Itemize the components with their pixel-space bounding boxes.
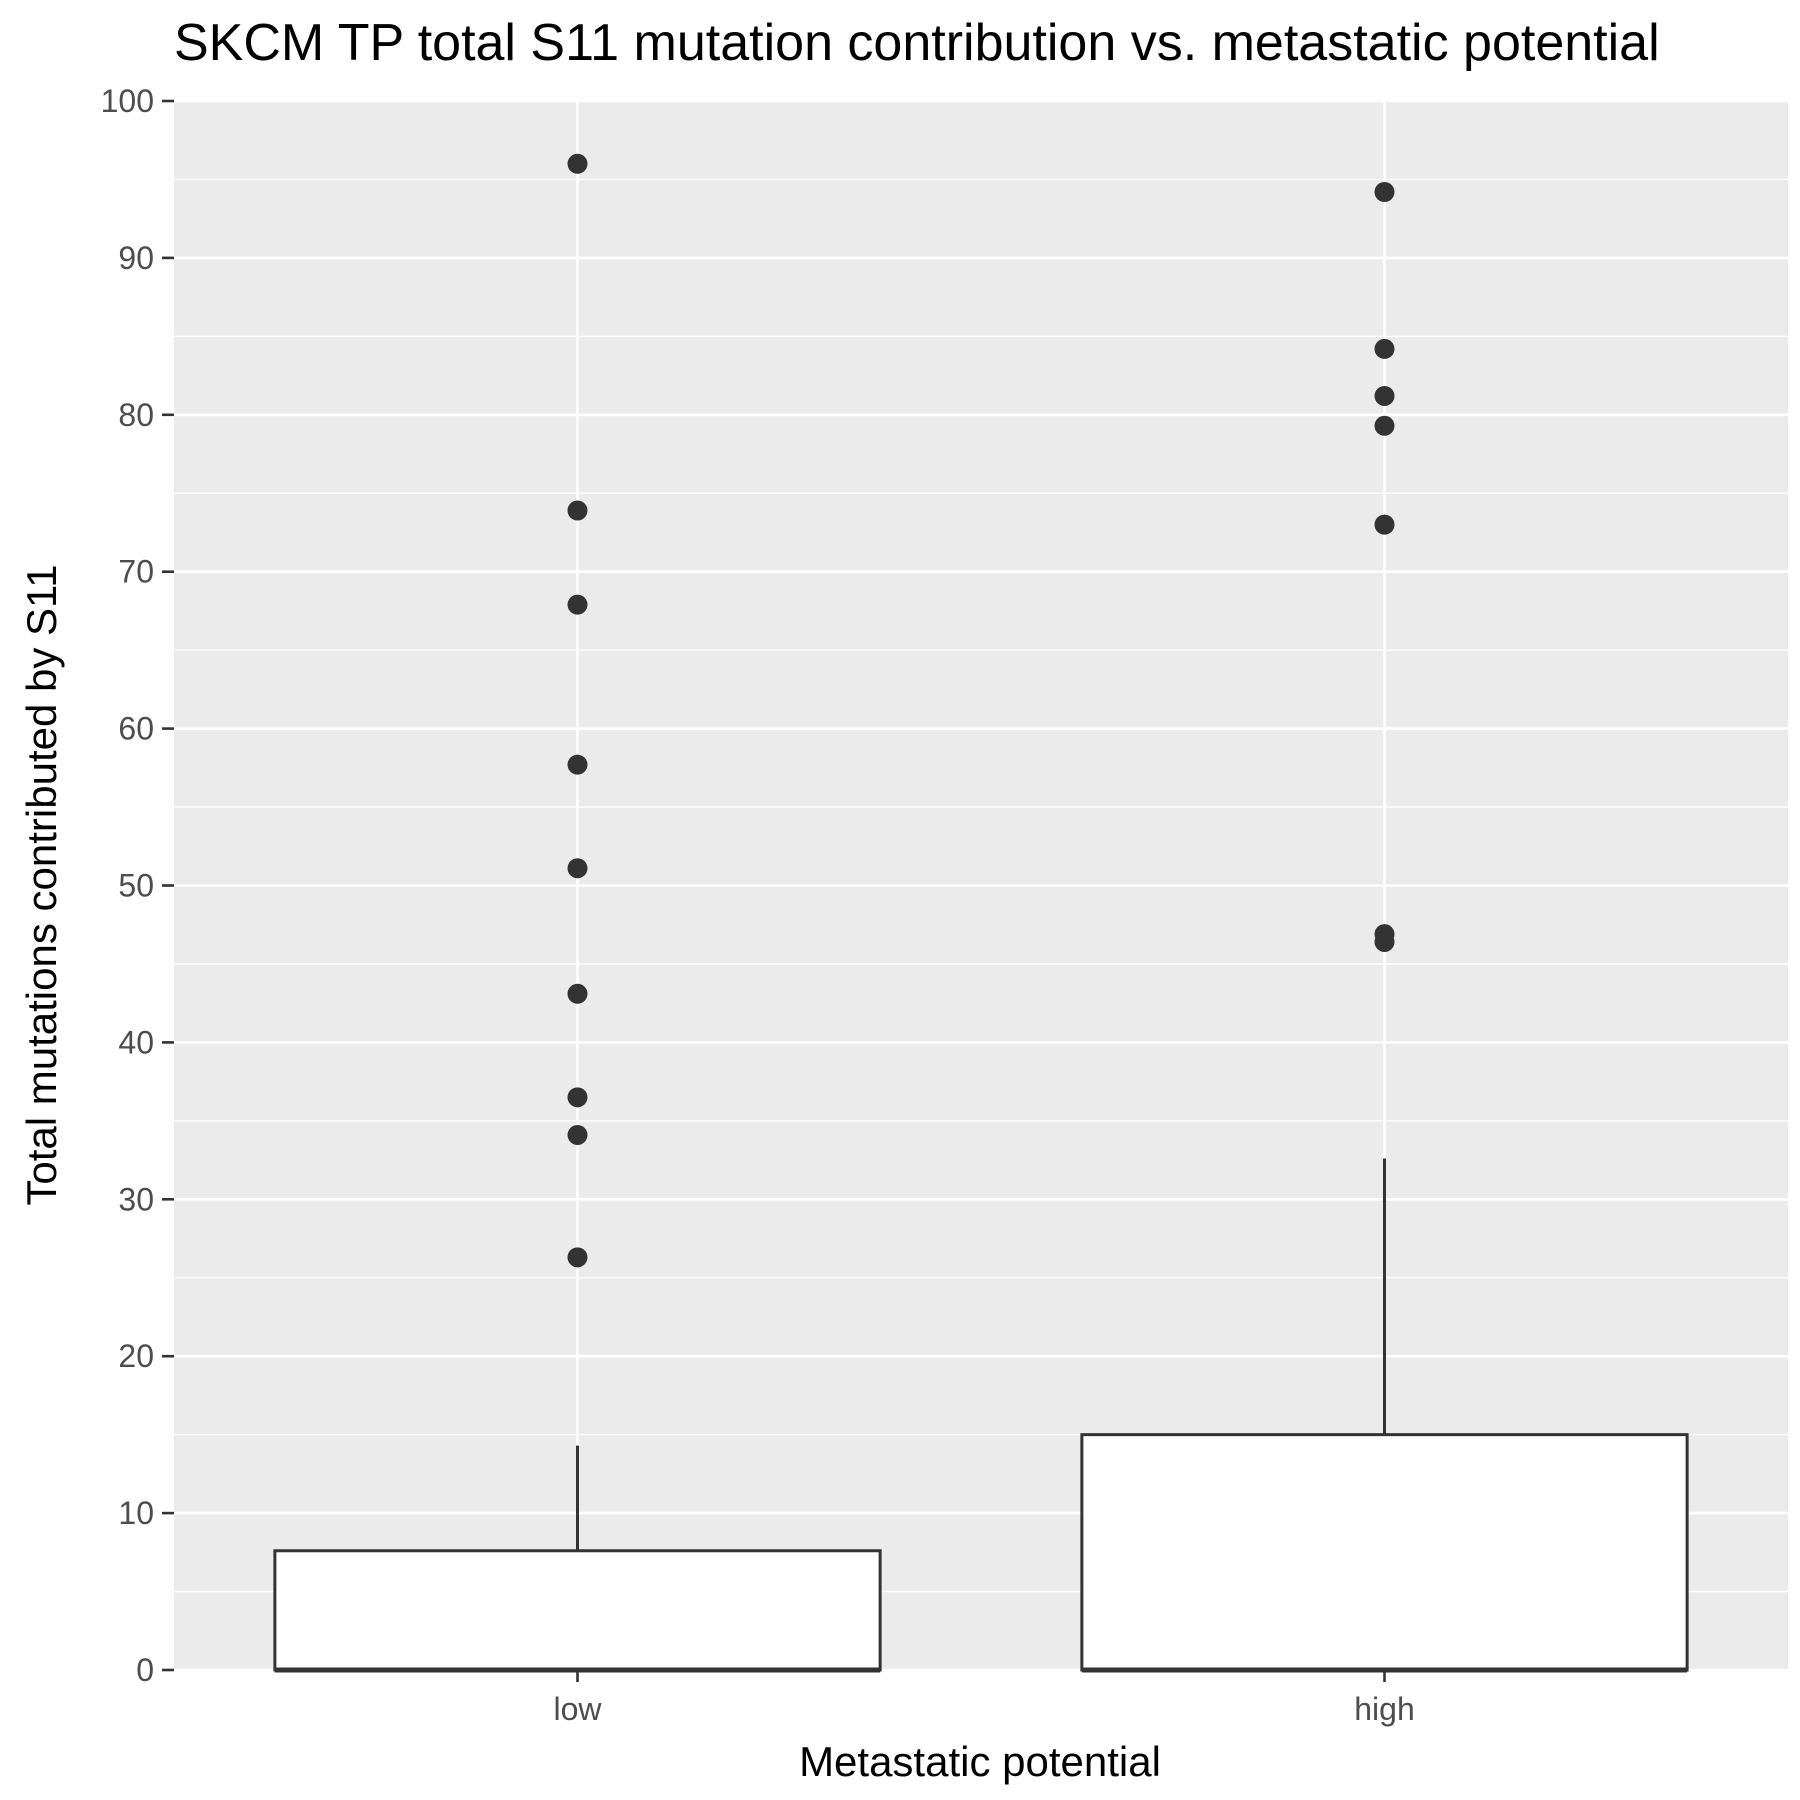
outlier-point-high <box>1374 338 1395 359</box>
y-tick-label: 0 <box>136 1652 154 1688</box>
outlier-point-high <box>1374 385 1395 406</box>
minor-gridlines <box>174 178 1788 1593</box>
y-axis-title: Total mutations contributed by S11 <box>18 564 65 1205</box>
y-axis: 0 10 20 30 40 50 60 70 80 90 100 <box>101 83 174 1688</box>
y-tick-label: 80 <box>118 397 154 433</box>
outlier-point-low <box>567 858 588 879</box>
y-tick-label: 90 <box>118 240 154 276</box>
x-axis-title: Metastatic potential <box>799 1738 1161 1785</box>
outlier-points <box>567 153 1395 1268</box>
outlier-point-high <box>1374 182 1395 203</box>
y-tick-label: 60 <box>118 711 154 747</box>
outlier-point-low <box>567 1247 588 1268</box>
y-tick-label: 50 <box>118 868 154 904</box>
outlier-point-low <box>567 983 588 1004</box>
box-low <box>273 1549 882 1672</box>
x-tick-label: low <box>553 1691 602 1727</box>
y-tick-label: 40 <box>118 1024 154 1060</box>
y-tick-label: 70 <box>118 554 154 590</box>
x-tick-label: high <box>1354 1691 1415 1727</box>
outlier-point-low <box>567 500 588 521</box>
outlier-point-low <box>567 594 588 615</box>
outlier-point-low <box>567 153 588 174</box>
outlier-point-high <box>1374 415 1395 436</box>
box-high <box>1080 1433 1689 1672</box>
boxes <box>273 1158 1689 1673</box>
outlier-point-high <box>1374 514 1395 535</box>
y-tick-label: 100 <box>101 83 154 119</box>
outlier-point-low <box>567 1124 588 1145</box>
chart-title: SKCM TP total S11 mutation contribution … <box>174 14 1660 72</box>
y-tick-label: 20 <box>118 1338 154 1374</box>
outlier-point-high <box>1374 924 1395 945</box>
outlier-point-low <box>567 754 588 775</box>
y-tick-label: 30 <box>118 1181 154 1217</box>
outlier-point-low <box>567 1087 588 1108</box>
x-axis: low high <box>553 1670 1415 1727</box>
y-tick-label: 10 <box>118 1495 154 1531</box>
